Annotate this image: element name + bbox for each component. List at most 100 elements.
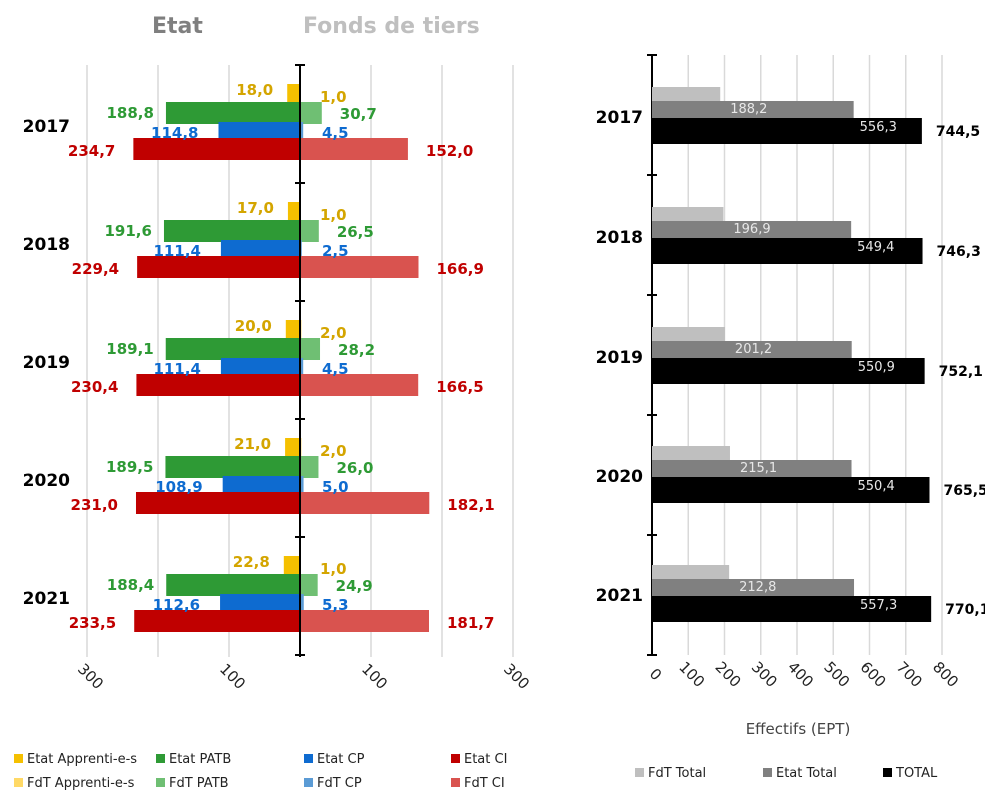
x-axis-title: Effectifs (EPT) — [746, 720, 851, 738]
data-label: 166,9 — [436, 260, 483, 278]
data-label: 24,9 — [336, 577, 373, 595]
data-label: 1,0 — [320, 88, 347, 106]
data-label: 111,4 — [153, 242, 200, 260]
data-label: 196,9 — [733, 222, 770, 237]
data-label: 549,4 — [857, 240, 894, 255]
bar — [300, 476, 304, 496]
data-label: 22,8 — [233, 553, 270, 571]
tick-label: 0 — [646, 665, 665, 684]
bar — [220, 594, 300, 614]
legend-label: Etat Total — [776, 766, 837, 781]
legend-item: Etat Total — [763, 766, 837, 781]
data-label: 30,7 — [340, 105, 377, 123]
data-label: 191,6 — [105, 222, 152, 240]
data-label: 188,8 — [106, 104, 153, 122]
data-label: 2,0 — [320, 324, 347, 342]
data-label: 166,5 — [436, 378, 483, 396]
legend-label: FdT CI — [464, 776, 505, 791]
legend-label: FdT Apprenti-e-s — [27, 776, 135, 791]
tick-label: 800 — [929, 658, 962, 691]
legend-label: FdT Total — [648, 766, 707, 781]
data-label: 231,0 — [71, 496, 118, 514]
legend-swatch — [156, 754, 165, 763]
bar — [300, 102, 322, 124]
category-label: 2018 — [23, 235, 70, 255]
data-label: 28,2 — [338, 341, 375, 359]
data-label: 557,3 — [860, 598, 897, 613]
data-label: 234,7 — [68, 142, 115, 160]
legend-item: FdT CI — [451, 776, 505, 791]
data-label: 21,0 — [234, 435, 271, 453]
legend-label: TOTAL — [896, 766, 938, 781]
category-label: 2017 — [596, 108, 643, 128]
data-label: 189,5 — [106, 458, 153, 476]
legend-item: FdT Apprenti-e-s — [14, 776, 134, 791]
left-header-etat: Etat — [152, 14, 203, 39]
bar — [136, 374, 300, 396]
bar — [285, 438, 300, 460]
category-label: 2019 — [23, 353, 70, 373]
data-label: 152,0 — [426, 142, 473, 160]
category-label: 2019 — [596, 348, 643, 368]
bar — [300, 374, 419, 396]
tick-label: 500 — [820, 658, 853, 691]
legend-swatch — [14, 778, 23, 787]
tick-label: 700 — [893, 658, 926, 691]
data-label: 752,1 — [939, 364, 983, 380]
legend-swatch — [304, 754, 313, 763]
data-label: 765,5 — [943, 483, 985, 499]
bar — [220, 240, 300, 260]
legend-item: FdT CP — [304, 776, 362, 791]
data-label: 182,1 — [447, 496, 494, 514]
data-label: 550,9 — [858, 360, 895, 375]
legend-item: Etat CI — [451, 752, 507, 767]
bar — [300, 610, 430, 632]
bar — [300, 220, 319, 242]
bar — [652, 596, 932, 622]
bar — [220, 358, 300, 378]
bar — [165, 338, 300, 360]
legend-swatch — [451, 778, 460, 787]
bar — [652, 118, 922, 144]
data-label: 111,4 — [153, 360, 200, 378]
legend-item: FdT PATB — [156, 776, 229, 791]
data-label: 770,1 — [945, 602, 985, 618]
legend-swatch — [883, 768, 892, 777]
left-header-fonds-de-tiers: Fonds de tiers — [303, 14, 480, 39]
bar — [652, 238, 923, 264]
legend-item: FdT Total — [635, 766, 706, 781]
data-label: 18,0 — [236, 81, 273, 99]
data-label: 201,2 — [735, 342, 772, 357]
bar — [135, 492, 300, 514]
category-label: 2020 — [596, 467, 643, 487]
tick-label: 100 — [675, 658, 708, 691]
tick-label: 400 — [784, 658, 817, 691]
bar — [652, 477, 930, 503]
data-label: 215,1 — [740, 461, 777, 476]
data-label: 556,3 — [860, 120, 897, 135]
legend-label: FdT CP — [317, 776, 362, 791]
bar — [287, 202, 300, 224]
legend-swatch — [635, 768, 644, 777]
bar — [300, 256, 419, 278]
category-label: 2020 — [23, 471, 70, 491]
category-label: 2021 — [596, 586, 643, 606]
bar — [300, 492, 430, 514]
bar — [166, 574, 300, 596]
bar — [283, 556, 300, 578]
bar — [165, 102, 300, 124]
data-label: 1,0 — [320, 560, 347, 578]
data-label: 189,1 — [106, 340, 153, 358]
legend-item: Etat Apprenti-e-s — [14, 752, 137, 767]
bar — [300, 138, 408, 160]
data-label: 181,7 — [447, 614, 494, 632]
legend-swatch — [156, 778, 165, 787]
legend-swatch — [763, 768, 772, 777]
legend-item: Etat PATB — [156, 752, 231, 767]
legend-swatch — [14, 754, 23, 763]
bar — [137, 256, 300, 278]
data-label: 188,2 — [730, 102, 767, 117]
category-label: 2017 — [23, 117, 70, 137]
tick-label: 200 — [712, 658, 745, 691]
